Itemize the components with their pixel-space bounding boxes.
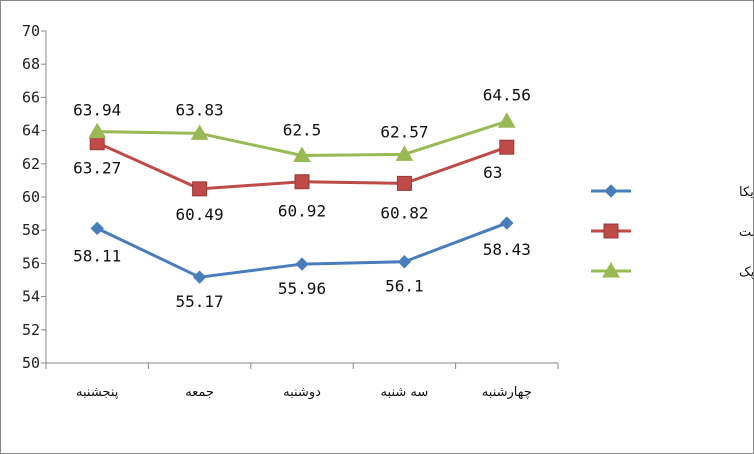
y-tick-label: 66 (22, 88, 40, 106)
data-point (90, 221, 104, 236)
data-label: 60.82 (380, 203, 428, 222)
legend-marker (602, 261, 620, 278)
data-label: 58.43 (483, 240, 531, 259)
y-tick-label: 70 (22, 22, 40, 40)
data-label: 58.11 (73, 246, 121, 265)
legend-label: نفت اوپک (739, 265, 753, 280)
y-tick-label: 58 (22, 221, 40, 239)
x-tick-label: چهارشنبه (482, 385, 532, 400)
y-tick-label: 52 (22, 321, 40, 339)
legend-marker (603, 223, 619, 239)
data-label: 63.94 (73, 101, 121, 120)
data-label: 63 (483, 163, 502, 182)
y-tick-label: 56 (22, 254, 40, 272)
data-point (499, 139, 515, 155)
data-label: 60.92 (278, 202, 326, 221)
data-point (192, 270, 207, 284)
data-point (190, 124, 209, 140)
data-point (192, 181, 208, 197)
data-point (294, 174, 310, 190)
x-tick-label: دوشنبه (283, 385, 321, 400)
data-label: 64.56 (483, 85, 531, 104)
y-tick-label: 64 (22, 122, 40, 140)
data-label: 63.83 (176, 100, 224, 119)
legend-marker (604, 184, 618, 198)
data-point (396, 175, 412, 191)
y-tick-label: 62 (22, 155, 40, 173)
y-tick-label: 50 (22, 354, 40, 372)
y-tick-label: 54 (22, 288, 40, 306)
data-point (293, 146, 311, 162)
data-label: 63.27 (73, 159, 121, 178)
data-point (295, 257, 309, 271)
data-point (497, 112, 516, 128)
x-tick-label: جمعه (185, 385, 214, 400)
data-label: 56.1 (385, 277, 424, 296)
y-tick-label: 60 (22, 188, 40, 206)
data-point (88, 122, 107, 139)
data-label: 62.5 (283, 121, 322, 140)
y-tick-label: 68 (22, 55, 40, 73)
legend-label: نفت خام آمریکا (739, 183, 753, 200)
data-label: 55.17 (176, 292, 224, 311)
data-label: 62.57 (380, 122, 428, 141)
data-point (397, 255, 412, 269)
x-tick-label: سه شنبه (381, 385, 429, 400)
data-point (500, 216, 514, 230)
data-label: 60.49 (176, 205, 224, 224)
x-tick-label: پنجشنبه (76, 385, 119, 400)
legend-label: نفت برنت (739, 225, 753, 240)
data-point (395, 145, 414, 161)
data-label: 55.96 (278, 279, 326, 298)
